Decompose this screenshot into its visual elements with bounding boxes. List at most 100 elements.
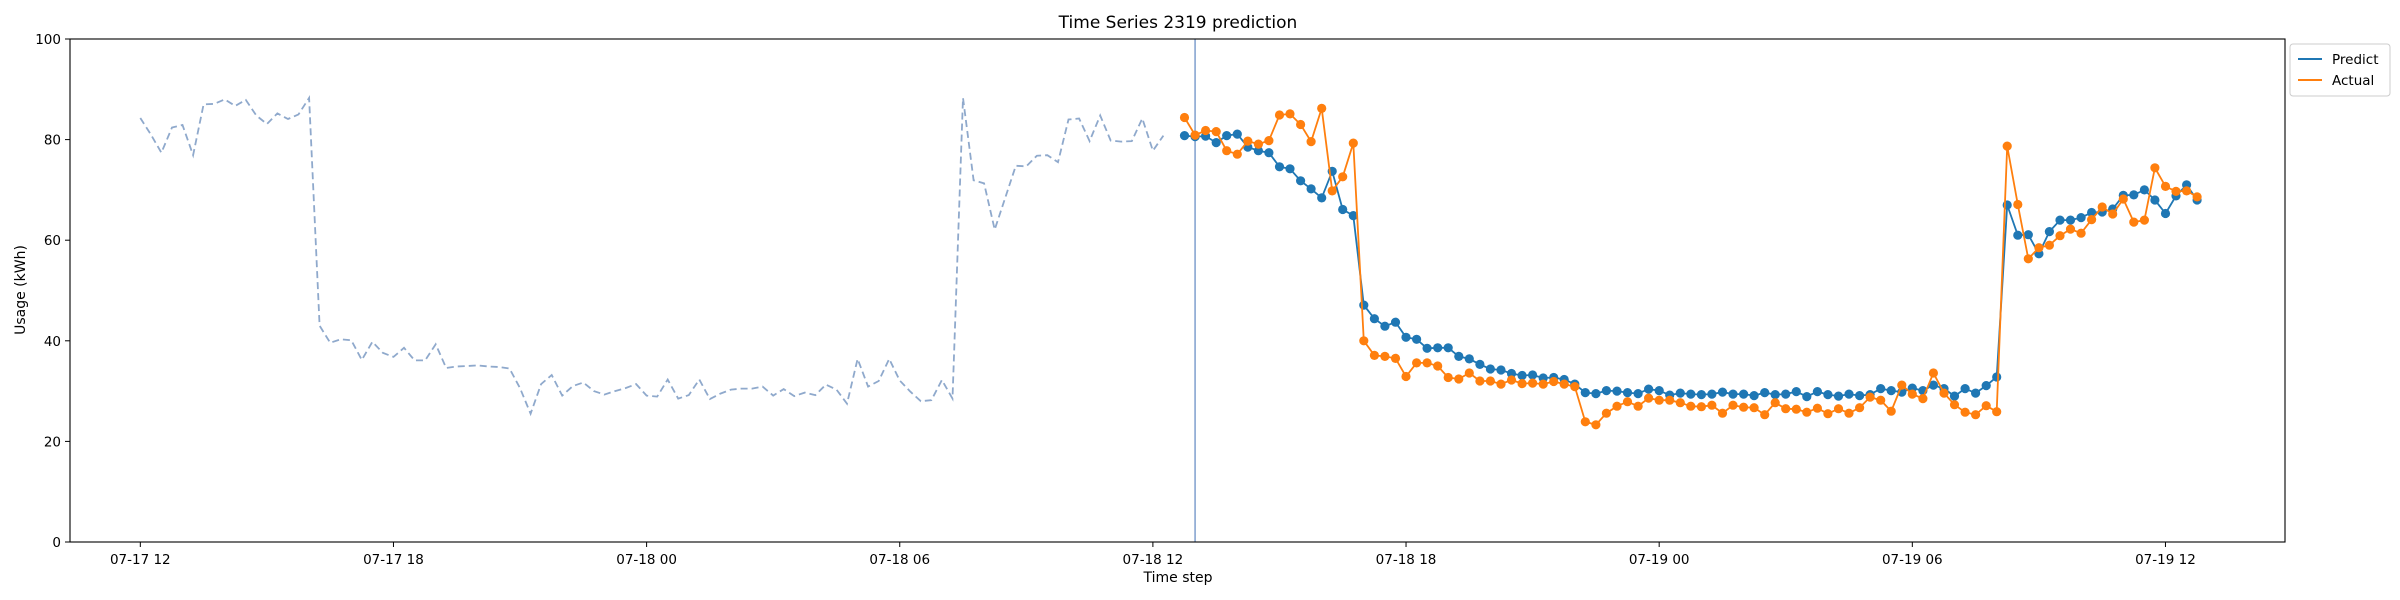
data-point-predict xyxy=(1812,387,1822,397)
data-point-predict xyxy=(1992,372,2002,382)
data-point-predict xyxy=(1475,359,1485,369)
data-point-predict xyxy=(1844,389,1854,399)
data-point-actual xyxy=(1644,393,1654,403)
data-point-actual xyxy=(1559,379,1569,389)
data-point-predict xyxy=(1960,384,1970,394)
data-point-predict xyxy=(1770,390,1780,400)
data-point-actual xyxy=(1696,402,1706,412)
data-point-predict xyxy=(1644,384,1654,394)
data-point-actual xyxy=(1359,336,1369,346)
data-point-actual xyxy=(1992,407,2002,417)
data-point-predict xyxy=(1264,148,1274,158)
series-line-predict xyxy=(1184,133,2198,398)
data-point-predict xyxy=(1622,388,1633,398)
data-point-predict xyxy=(1296,176,1306,186)
data-point-actual xyxy=(2002,141,2012,151)
x-tick-label: 07-19 12 xyxy=(2135,552,2196,568)
data-point-actual xyxy=(1728,400,1738,410)
data-point-actual xyxy=(1179,112,1190,123)
data-point-predict xyxy=(1496,365,1506,375)
data-point-actual xyxy=(2087,215,2097,225)
data-point-actual xyxy=(2065,224,2076,234)
data-point-actual xyxy=(1570,382,1580,392)
data-point-actual xyxy=(1897,380,1907,390)
data-point-actual xyxy=(1317,103,1327,113)
data-point-actual xyxy=(2034,243,2044,253)
data-point-predict xyxy=(1855,391,1865,401)
x-axis: 07-17 12 07-17 18 07-18 00 07-18 06 07-18 12… xyxy=(110,542,2196,568)
y-tick-label: 20 xyxy=(44,434,61,450)
data-point-predict xyxy=(1781,389,1791,399)
data-point-predict xyxy=(1412,334,1422,344)
data-point-predict xyxy=(1401,332,1411,342)
plot-area-frame xyxy=(69,38,2286,543)
data-point-predict xyxy=(1612,386,1622,396)
y-axis: 0 20 40 60 80 100 xyxy=(35,32,70,551)
data-point-actual xyxy=(2023,254,2033,264)
data-point-actual xyxy=(2076,228,2086,238)
data-point-actual xyxy=(1412,358,1422,368)
data-point-actual xyxy=(1812,403,1822,413)
data-point-actual xyxy=(1549,376,1559,387)
data-point-actual xyxy=(1506,375,1517,385)
data-point-predict xyxy=(1222,131,1232,141)
data-point-actual xyxy=(1264,136,1274,146)
data-point-predict xyxy=(2044,227,2054,237)
data-point-predict xyxy=(1338,204,1348,215)
x-tick-label: 07-19 00 xyxy=(1629,552,1690,568)
data-point-predict xyxy=(1717,387,1728,397)
data-point-predict xyxy=(1686,389,1696,399)
series-line-history xyxy=(139,95,1165,417)
legend-label-actual: Actual xyxy=(2332,73,2374,89)
data-point-actual xyxy=(1443,372,1453,383)
data-point-predict xyxy=(1981,381,1991,391)
data-point-predict xyxy=(1285,164,1295,174)
x-tick-label: 07-18 06 xyxy=(869,552,930,568)
data-point-actual xyxy=(2118,194,2128,204)
data-point-actual xyxy=(1886,406,1896,416)
series-predict xyxy=(1179,129,2202,402)
data-point-predict xyxy=(2150,195,2160,205)
data-point-actual xyxy=(1844,408,1854,418)
data-point-predict xyxy=(1749,391,1759,401)
data-point-actual xyxy=(1296,119,1306,130)
data-point-predict xyxy=(1528,370,1538,380)
data-point-actual xyxy=(1496,379,1506,389)
data-point-predict xyxy=(1506,368,1517,379)
data-point-actual xyxy=(2160,181,2171,191)
legend-box xyxy=(2289,43,2391,97)
data-point-actual xyxy=(2097,202,2107,212)
x-tick-label: 07-17 12 xyxy=(110,552,171,568)
data-point-predict xyxy=(2160,208,2171,219)
data-point-predict xyxy=(1274,162,1285,172)
data-point-predict xyxy=(1802,392,1812,402)
data-point-predict xyxy=(1517,370,1527,381)
data-point-actual xyxy=(2108,209,2118,219)
data-point-actual xyxy=(1612,401,1622,411)
data-point-actual xyxy=(1981,401,1991,411)
data-point-actual xyxy=(1686,401,1696,411)
data-point-actual xyxy=(1422,358,1432,368)
data-point-actual xyxy=(1749,403,1759,413)
data-point-actual xyxy=(1876,395,1886,405)
data-point-actual xyxy=(1538,379,1548,389)
data-point-predict xyxy=(1739,389,1749,399)
data-point-actual xyxy=(1285,109,1295,119)
data-point-predict xyxy=(1485,364,1495,374)
data-point-actual xyxy=(2139,215,2149,225)
x-tick-label: 07-18 18 xyxy=(1376,552,1437,568)
data-point-predict xyxy=(1728,389,1738,399)
data-point-predict xyxy=(1422,343,1432,353)
data-point-actual xyxy=(1949,400,1960,410)
data-point-actual xyxy=(1833,404,1844,414)
data-point-actual xyxy=(1960,407,1970,417)
data-point-predict xyxy=(1876,384,1886,394)
data-point-predict xyxy=(1675,388,1685,398)
data-point-actual xyxy=(1739,402,1749,412)
data-point-predict xyxy=(2139,185,2149,195)
chart-title: Time Series 2319 prediction xyxy=(1058,13,1298,33)
data-point-predict xyxy=(1211,138,1221,148)
data-point-actual xyxy=(1770,398,1780,408)
data-point-actual xyxy=(1380,351,1390,361)
